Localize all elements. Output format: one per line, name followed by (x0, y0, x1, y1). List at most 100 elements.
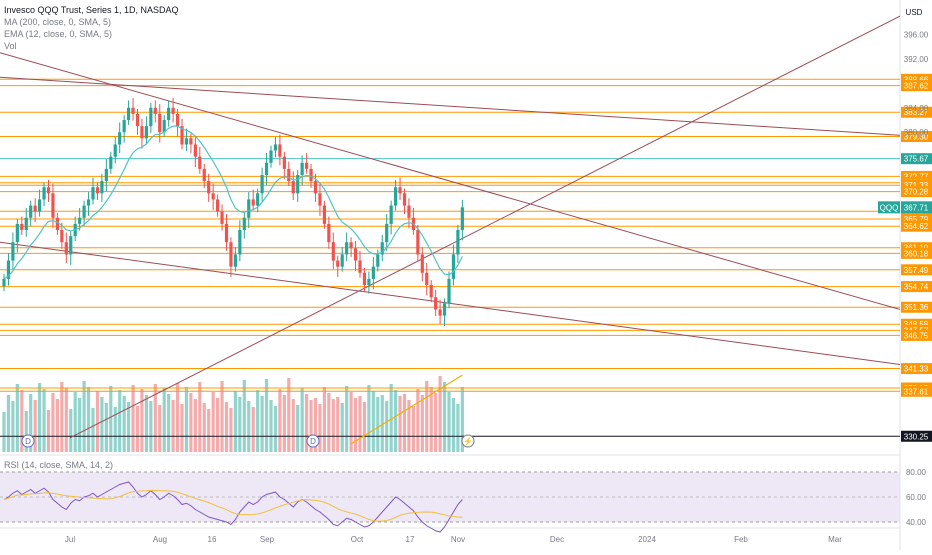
candle-body (318, 193, 322, 206)
candle-body (309, 168, 313, 182)
volume-bar (287, 378, 291, 452)
level-label: 337.61 (904, 387, 929, 396)
earnings-flash-icon[interactable]: ⚡ (461, 434, 475, 448)
candle-body (451, 254, 456, 279)
level-tag (901, 179, 932, 191)
volume-bar (127, 402, 131, 452)
volume-bar (118, 390, 122, 452)
volume-bar (46, 410, 51, 452)
candle-body (193, 144, 197, 157)
time-tick-label: Dec (550, 535, 564, 544)
candle-body (402, 193, 407, 206)
volume-bar (411, 406, 415, 452)
level-tag (901, 318, 932, 330)
candle-body (398, 187, 402, 194)
legend-title[interactable]: Invesco QQQ Trust, Series 1, 1D, NASDAQ (4, 5, 179, 15)
volume-bar (340, 403, 344, 452)
level-tag (901, 153, 932, 165)
volume-bar (233, 391, 237, 452)
volume-bar (269, 400, 273, 452)
volume-bar (425, 381, 429, 452)
volume-bar (184, 387, 189, 452)
level-tag (901, 186, 932, 198)
candle-body (202, 168, 206, 182)
level-tag (901, 170, 932, 182)
rsi-tick-label: 80.00 (906, 468, 927, 477)
volume-bar (318, 404, 322, 452)
candle-body (207, 181, 211, 194)
volume-bar (331, 399, 335, 452)
volume-bar (353, 398, 358, 452)
volume-bar (149, 401, 153, 452)
legend-vol[interactable]: Vol (4, 41, 17, 51)
candle-body (29, 205, 33, 218)
candle-body (385, 223, 389, 243)
level-label: 365.79 (904, 215, 929, 224)
candle-body (216, 199, 220, 212)
volume-bar (6, 395, 11, 452)
volume-bar (189, 393, 193, 452)
trend-line (69, 15, 901, 439)
level-tag (901, 213, 932, 225)
candle-body (149, 107, 153, 127)
candle-body (175, 113, 180, 127)
candle-body (24, 217, 28, 230)
volume-bar (20, 390, 24, 452)
level-tag (901, 247, 932, 259)
candle-body (113, 144, 117, 157)
candle-body (140, 126, 144, 139)
level-tag (901, 264, 932, 276)
volume-bar (313, 398, 318, 452)
candles (2, 98, 464, 326)
candle-body (211, 193, 215, 200)
volume-bar (55, 399, 59, 452)
candle-body (296, 175, 300, 194)
volume-bar (207, 409, 211, 452)
candle-body (389, 205, 393, 224)
candle-body (64, 242, 68, 255)
price-tick-label: 384.00 (904, 104, 929, 113)
candle-body (20, 223, 24, 230)
candle-body (167, 107, 171, 120)
candle-body (78, 217, 82, 224)
candle-body (82, 205, 86, 218)
candle-body (394, 187, 398, 206)
legend-ma[interactable]: MA (200, close, 0, SMA, 5) (4, 17, 112, 27)
volume-bar (256, 390, 260, 452)
level-tag (901, 80, 932, 92)
time-tick-label: Aug (153, 535, 167, 544)
volume-bar (416, 389, 420, 452)
volume-bar (162, 388, 166, 452)
candle-body (127, 107, 131, 120)
candle-body (367, 278, 371, 285)
volume-bar (376, 397, 380, 452)
candle-body (242, 217, 246, 230)
volume-bar (104, 403, 108, 452)
current-price-label: 367.71 (904, 203, 929, 212)
volume-bar (82, 381, 86, 452)
dividend-marker-1[interactable]: D (21, 434, 35, 448)
time-tick-label: Oct (351, 535, 364, 544)
volume-bar (64, 388, 68, 452)
legend-ema[interactable]: EMA (12, close, 0, SMA, 5) (4, 29, 113, 39)
volume-bar (389, 384, 393, 452)
candle-body (104, 168, 108, 182)
volume-bar (242, 380, 246, 452)
volume-bar (78, 398, 82, 452)
candle-body (131, 107, 135, 114)
candle-body (305, 162, 309, 169)
volume-bar (447, 392, 451, 452)
volume-bar (398, 396, 402, 452)
currency-label: USD (906, 8, 923, 17)
level-label: 375.67 (904, 155, 929, 164)
candle-body (233, 254, 237, 267)
candle-body (198, 156, 202, 169)
rsi-legend[interactable]: RSI (14, close, SMA, 14, 2) (4, 460, 114, 470)
dividend-marker-2[interactable]: D (306, 434, 320, 448)
current-price-tag (901, 201, 932, 214)
volume-bar (15, 384, 19, 452)
candle-body (282, 156, 286, 169)
level-label: 360.18 (904, 249, 929, 258)
rsi-pane: 80.00 60.00 40.00 (3, 468, 927, 533)
